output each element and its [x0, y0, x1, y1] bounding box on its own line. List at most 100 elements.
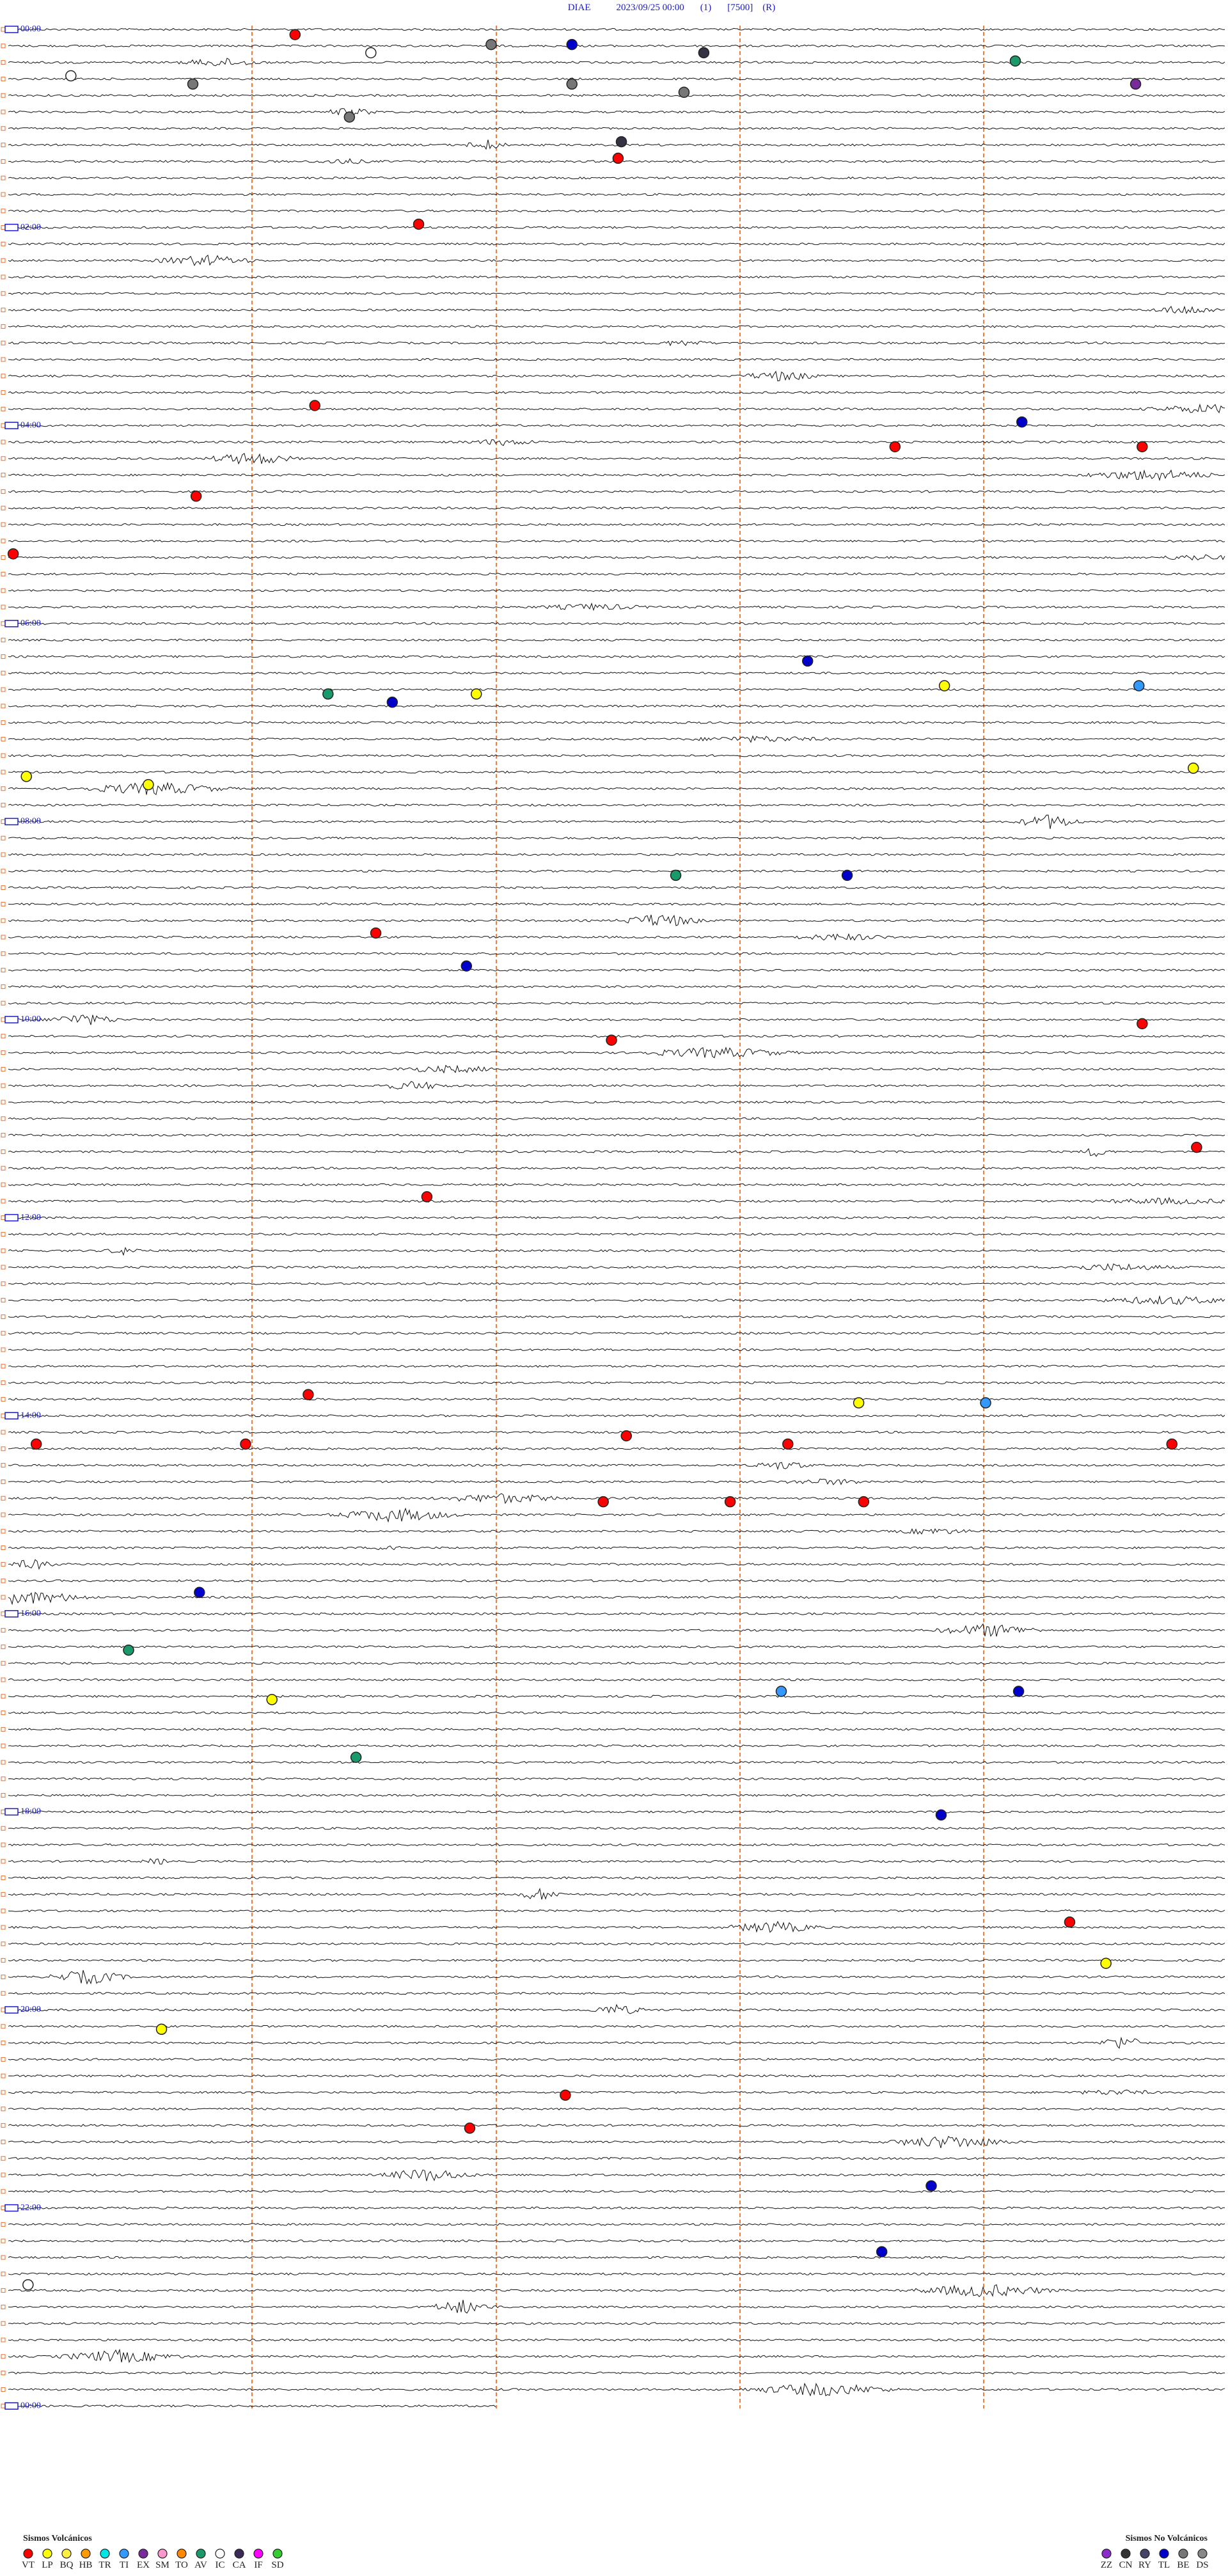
- line-marker: [1, 456, 6, 461]
- legend-label: ZZ: [1101, 2560, 1112, 2570]
- line-marker: [1, 1100, 6, 1105]
- line-marker: [1, 1182, 6, 1187]
- trace: [8, 1064, 1225, 1074]
- line-marker: [1, 687, 6, 692]
- time-label: 00:00: [20, 2401, 41, 2410]
- time-box: [4, 1412, 19, 1419]
- line-marker: [1, 274, 6, 280]
- scale: [7500]: [727, 3, 753, 13]
- trace: [8, 1858, 1225, 1865]
- line-marker: [1, 60, 6, 65]
- event-marker: [1191, 1141, 1202, 1153]
- line-marker: [1, 1628, 6, 1633]
- line-marker: [1, 2073, 6, 2078]
- event-marker: [421, 1191, 433, 1203]
- line-marker: [1, 1892, 6, 1897]
- trace: [8, 108, 1225, 117]
- legend-swatch: [215, 2548, 225, 2559]
- event-marker: [22, 2279, 34, 2291]
- trace: [8, 539, 1225, 543]
- line-marker: [1, 357, 6, 362]
- time-label: 14:00: [20, 1410, 41, 1420]
- trace: [8, 1991, 1225, 1995]
- trace: [8, 209, 1225, 213]
- trace: [8, 1183, 1225, 1187]
- trace: [8, 688, 1225, 691]
- event-marker: [560, 2089, 571, 2101]
- event-marker: [876, 2246, 888, 2257]
- legend-label: TI: [120, 2560, 129, 2570]
- trace: [8, 985, 1225, 988]
- line-marker: [1, 1826, 6, 1831]
- line-marker: [1, 374, 6, 379]
- trace: [8, 554, 1225, 561]
- trace: [8, 254, 1225, 267]
- trace: [8, 226, 1225, 229]
- trace: [8, 1134, 1225, 1137]
- line-marker: [1, 1248, 6, 1253]
- trace: [8, 1579, 1225, 1583]
- line-marker: [1, 192, 6, 197]
- event-marker: [30, 1438, 42, 1450]
- legend-label: AV: [194, 2560, 207, 2570]
- trace: [8, 2107, 1225, 2110]
- trace: [8, 1015, 1225, 1025]
- trace: [8, 803, 1225, 807]
- event-marker: [925, 2180, 937, 2192]
- line-marker: [1, 1908, 6, 1913]
- trace: [8, 1843, 1225, 1847]
- trace: [8, 391, 1225, 394]
- line-marker: [1, 126, 6, 131]
- trace: [8, 655, 1225, 658]
- trace: [8, 1909, 1225, 1913]
- event-marker: [775, 1686, 787, 1697]
- legend-swatch: [1140, 2548, 1150, 2559]
- line-marker: [1, 1925, 6, 1930]
- event-marker: [889, 441, 901, 453]
- event-marker: [289, 29, 301, 40]
- time-label: 02:00: [20, 223, 41, 232]
- trace: [8, 523, 1225, 526]
- event-marker: [938, 680, 950, 691]
- event-marker: [1133, 680, 1145, 691]
- trace: [8, 2348, 1225, 2364]
- line-marker: [1, 1430, 6, 1435]
- time-label: 12:00: [20, 1213, 41, 1222]
- line-marker: [1, 1809, 6, 1814]
- trace: [8, 1728, 1225, 1731]
- event-marker: [485, 38, 497, 51]
- line-marker: [1, 901, 6, 906]
- trace: [8, 814, 1225, 829]
- trace: [8, 176, 1225, 180]
- legend-swatch: [157, 2548, 168, 2559]
- legend-label: HB: [79, 2560, 93, 2570]
- event-marker: [782, 1438, 794, 1450]
- trace: [8, 1887, 1225, 1900]
- line-marker: [1, 968, 6, 973]
- line-marker: [1, 935, 6, 940]
- line-marker: [1, 175, 6, 180]
- line-marker: [1, 1281, 6, 1286]
- line-marker: [1, 1231, 6, 1237]
- line-marker: [1, 1578, 6, 1583]
- trace: [8, 1711, 1225, 1714]
- legend-label: TL: [1158, 2560, 1170, 2570]
- header: DIAE 2023/09/25 00:00 (1) [7500] (R): [568, 3, 776, 13]
- time-box: [4, 1808, 19, 1816]
- line-marker: [1, 1446, 6, 1451]
- trace: [8, 1148, 1225, 1157]
- trace: [8, 914, 1225, 926]
- trace: [8, 903, 1225, 906]
- trace: [8, 1233, 1225, 1236]
- line-marker: [1, 291, 6, 296]
- line-marker: [1, 1000, 6, 1006]
- trace: [8, 886, 1225, 889]
- time-box: [4, 26, 19, 33]
- line-marker: [1, 1974, 6, 1979]
- trace: [8, 2089, 1225, 2095]
- trace: [8, 1545, 1225, 1551]
- line-marker: [1, 869, 6, 874]
- time-label: 16:00: [20, 1609, 41, 1618]
- traces: 00:00 02:00 04:00 06:00 08:00 10:00 12:00 14:00…: [1, 24, 1225, 2410]
- event-marker: [7, 548, 19, 560]
